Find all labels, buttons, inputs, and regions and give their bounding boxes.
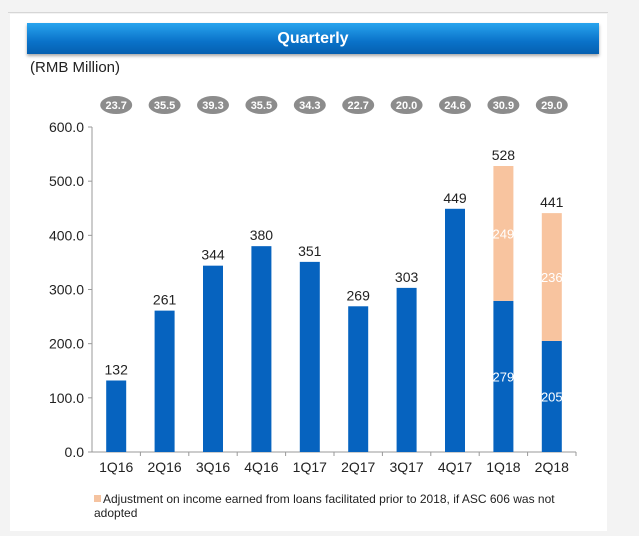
pill-value: 39.3 [202,100,223,112]
total-value-label: 528 [492,147,516,163]
pill-value: 30.9 [493,100,514,112]
adjustment-value-label: 236 [541,270,563,285]
bar-value-label: 279 [493,369,515,384]
pill-badge [148,96,181,114]
pill-badge [535,96,568,114]
bar-1Q16 [106,380,127,452]
pill-badge [342,96,375,114]
pill-badge [439,96,471,114]
bar-4Q16 [251,246,272,452]
y-tick-label: 200.0 [49,336,84,352]
y-tick-label: 600.0 [49,119,84,135]
x-tick-label: 4Q17 [438,459,472,475]
x-tick-label: 3Q16 [196,459,230,475]
legend-swatch [94,495,101,502]
total-value-label: 351 [298,243,322,259]
x-tick-label: 2Q18 [535,459,569,475]
bar-2Q16 [154,310,175,452]
y-axis-unit-label: (RMB Million) [30,59,120,76]
bar-1Q18 [493,300,514,452]
y-tick-label: 300.0 [49,282,84,298]
pill-badge [197,96,229,114]
x-tick-label: 1Q18 [486,459,520,475]
adjustment-bar-2Q18 [541,213,562,341]
pill-value: 20.0 [396,100,417,112]
bar-3Q16 [203,265,223,452]
x-tick-label: 4Q16 [244,459,278,475]
chart-title: Quarterly [27,23,599,54]
pill-badge [245,96,278,114]
x-tick-label: 2Q16 [147,459,181,475]
total-value-label: 132 [105,362,129,378]
bar-2Q17 [348,306,369,452]
bar-1Q17 [299,261,320,452]
adjustment-value-label: 249 [493,226,515,241]
y-tick-label: 500.0 [49,173,84,189]
total-value-label: 303 [395,269,419,285]
total-value-label: 261 [153,292,177,308]
x-tick-label: 3Q17 [389,459,423,475]
x-tick-label: 1Q16 [99,459,133,475]
pill-value: 34.3 [299,100,320,112]
pill-value: 24.6 [444,100,465,112]
legend-label: Adjustment on income earned from loans f… [94,492,555,520]
total-value-label: 449 [443,190,467,206]
pill-badge [100,96,133,114]
pill-badge [293,96,326,114]
pill-value: 35.5 [251,100,272,112]
top-divider [8,12,608,13]
x-tick-label: 2Q17 [341,459,375,475]
pill-value: 22.7 [347,100,368,112]
adjustment-bar-1Q18 [493,166,514,301]
y-tick-label: 100.0 [49,390,84,406]
total-value-label: 380 [250,227,274,243]
x-tick-label: 1Q17 [293,459,327,475]
y-tick-label: 400.0 [49,227,84,243]
total-value-label: 344 [201,247,225,263]
bar-3Q17 [396,287,417,452]
pill-value: 29.0 [541,100,562,112]
legend: Adjustment on income earned from loans f… [94,492,574,520]
pill-badge [487,96,520,114]
total-value-label: 441 [540,194,564,210]
pill-badge [390,96,423,114]
bar-4Q17 [445,208,465,452]
bar-2Q18 [541,340,562,452]
y-tick-label: 0.0 [65,444,85,460]
pill-value: 23.7 [105,100,126,112]
total-value-label: 269 [347,287,371,303]
bar-value-label: 205 [541,389,563,404]
pill-value: 35.5 [154,100,175,112]
